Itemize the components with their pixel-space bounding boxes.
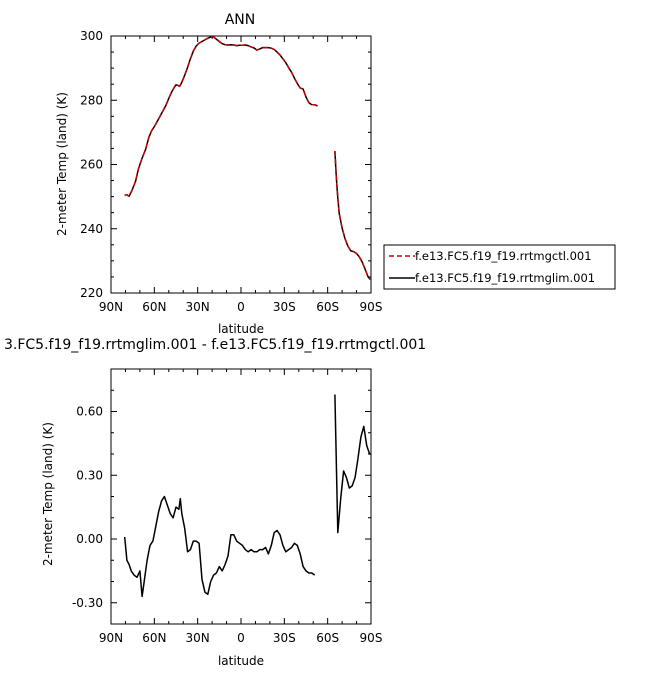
bottom-x-axis-label: latitude bbox=[218, 654, 264, 668]
top-y-tick-label: 300 bbox=[80, 29, 103, 43]
top-x-tick-label: 60S bbox=[316, 300, 339, 314]
bottom-y-tick-label: 0.30 bbox=[76, 468, 103, 482]
top-x-tick-label: 30N bbox=[186, 300, 210, 314]
top-y-tick-label: 240 bbox=[80, 222, 103, 236]
top-y-tick-label: 260 bbox=[80, 158, 103, 172]
top-x-tick-label: 0 bbox=[237, 300, 245, 314]
top-series-line-0-seg-1 bbox=[334, 150, 371, 280]
legend: f.e13.FC5.f19_f19.rrtmgctl.001 f.e13.FC5… bbox=[383, 244, 616, 290]
bottom-y-tick-label: -0.30 bbox=[72, 596, 103, 610]
bottom-y-tick-label: 0.00 bbox=[76, 532, 103, 546]
top-plot-frame bbox=[110, 35, 372, 294]
top-x-tick-label: 90S bbox=[360, 300, 383, 314]
bottom-chart-title: 3.FC5.f19_f19.rrtmglim.001 - f.e13.FC5.f… bbox=[4, 337, 426, 353]
bottom-series-line-0-seg-1 bbox=[334, 394, 371, 534]
top-series-line-0-seg-0 bbox=[124, 36, 318, 198]
top-chart-title: ANN bbox=[225, 12, 256, 28]
bottom-series-line-0-seg-0 bbox=[123, 495, 316, 598]
top-y-tick-label: 280 bbox=[80, 93, 103, 107]
bottom-plot-frame bbox=[110, 368, 372, 625]
bottom-x-tick-label: 60N bbox=[142, 631, 166, 645]
top-y-axis-label: 2-meter Temp (land) (K) bbox=[55, 92, 69, 236]
bottom-y-axis-label: 2-meter Temp (land) (K) bbox=[41, 422, 55, 566]
bottom-x-tick-label: 30S bbox=[273, 631, 296, 645]
legend-box bbox=[383, 244, 616, 290]
legend-label-lim: f.e13.FC5.f19_f19.rrtmglim.001 bbox=[415, 271, 595, 285]
top-chart: ANN 90N 60N 30N 0 30S 60S 90S 220240260280300 … bbox=[55, 12, 382, 336]
legend-label-ctl: f.e13.FC5.f19_f19.rrtmgctl.001 bbox=[415, 249, 592, 263]
bottom-x-tick-label: 90N bbox=[99, 631, 123, 645]
top-x-tick-label: 30S bbox=[273, 300, 296, 314]
bottom-x-tick-label: 90S bbox=[360, 631, 383, 645]
top-x-tick-label: 60N bbox=[142, 300, 166, 314]
top-x-tick-label: 90N bbox=[99, 300, 123, 314]
bottom-chart: 3.FC5.f19_f19.rrtmglim.001 - f.e13.FC5.f… bbox=[4, 337, 426, 668]
bottom-x-tick-label: 60S bbox=[316, 631, 339, 645]
top-series-line-1-seg-0 bbox=[124, 36, 318, 198]
top-x-axis-label: latitude bbox=[218, 322, 264, 336]
bottom-x-tick-label: 30N bbox=[186, 631, 210, 645]
top-y-tick-label: 220 bbox=[80, 286, 103, 300]
bottom-y-tick-label: 0.60 bbox=[76, 405, 103, 419]
bottom-x-tick-label: 0 bbox=[237, 631, 245, 645]
